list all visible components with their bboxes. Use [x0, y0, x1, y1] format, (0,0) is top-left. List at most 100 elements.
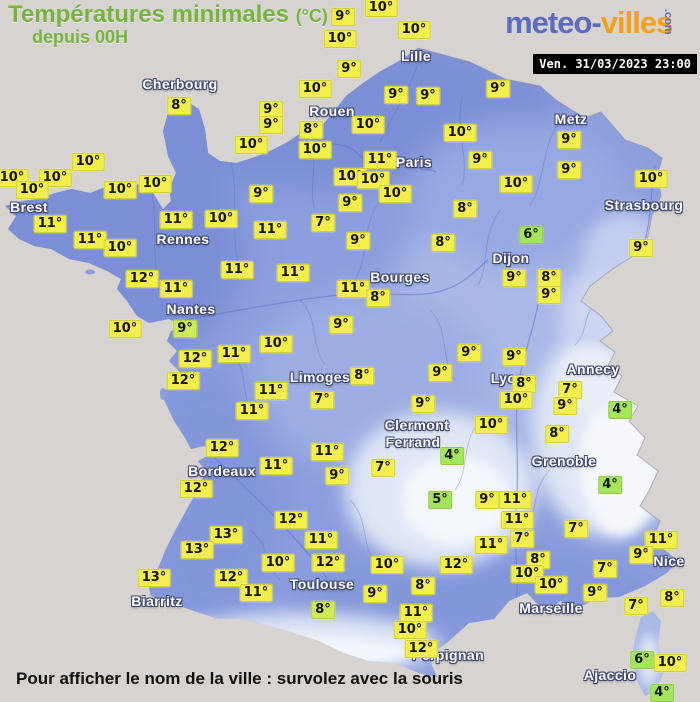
meteo-villes-logo[interactable]: meteo-villes .com: [505, 5, 698, 41]
temp-badge[interactable]: 12°: [404, 640, 438, 658]
temp-badge[interactable]: 9°: [325, 467, 349, 485]
temp-badge[interactable]: 9°: [411, 395, 435, 413]
temp-badge[interactable]: 11°: [159, 211, 193, 229]
temp-badge[interactable]: 9°: [338, 194, 362, 212]
temp-badge[interactable]: 7°: [311, 214, 335, 232]
temp-badge[interactable]: 10°: [378, 185, 412, 203]
temp-badge[interactable]: 10°: [474, 416, 508, 434]
temp-badge[interactable]: 9°: [557, 161, 581, 179]
temp-badge[interactable]: 7°: [564, 520, 588, 538]
temp-badge[interactable]: 9°: [502, 348, 526, 366]
temp-badge[interactable]: 9°: [329, 316, 353, 334]
temp-badge[interactable]: 11°: [276, 264, 310, 282]
temp-badge[interactable]: 11°: [399, 604, 433, 622]
temp-badge[interactable]: 10°: [138, 175, 172, 193]
temp-badge[interactable]: 10°: [323, 30, 357, 48]
temp-badge[interactable]: 7°: [510, 530, 534, 548]
temp-badge[interactable]: 9°: [629, 546, 653, 564]
temp-badge[interactable]: 4°: [598, 476, 622, 494]
temp-badge[interactable]: 10°: [108, 320, 142, 338]
temp-badge[interactable]: 9°: [583, 584, 607, 602]
temp-badge[interactable]: 10°: [499, 175, 533, 193]
temp-badge[interactable]: 12°: [166, 372, 200, 390]
temp-badge[interactable]: 9°: [384, 86, 408, 104]
temp-badge[interactable]: 12°: [214, 569, 248, 587]
temp-badge[interactable]: 10°: [298, 80, 332, 98]
temp-badge[interactable]: 7°: [371, 459, 395, 477]
temp-badge[interactable]: 8°: [512, 375, 536, 393]
temp-badge[interactable]: 11°: [336, 280, 370, 298]
temp-badge[interactable]: 9°: [346, 232, 370, 250]
temp-badge[interactable]: 9°: [629, 239, 653, 257]
temp-badge[interactable]: 9°: [468, 151, 492, 169]
temp-badge[interactable]: 4°: [650, 684, 674, 702]
temp-badge[interactable]: 11°: [259, 457, 293, 475]
temp-badge[interactable]: 6°: [519, 226, 543, 244]
temp-badge[interactable]: 10°: [204, 210, 238, 228]
temp-badge[interactable]: 11°: [304, 531, 338, 549]
temp-badge[interactable]: 7°: [310, 391, 334, 409]
temp-badge[interactable]: 8°: [537, 269, 561, 287]
temp-badge[interactable]: 10°: [356, 171, 390, 189]
temp-badge[interactable]: 9°: [502, 269, 526, 287]
temp-badge[interactable]: 9°: [475, 491, 499, 509]
temp-badge[interactable]: 10°: [397, 21, 431, 39]
temp-badge[interactable]: 9°: [457, 344, 481, 362]
temp-badge[interactable]: 9°: [428, 364, 452, 382]
temp-badge[interactable]: 7°: [624, 597, 648, 615]
temp-badge[interactable]: 10°: [261, 554, 295, 572]
temp-badge[interactable]: 11°: [159, 280, 193, 298]
temp-badge[interactable]: 8°: [411, 577, 435, 595]
temp-badge[interactable]: 10°: [103, 239, 137, 257]
temp-badge[interactable]: 12°: [274, 511, 308, 529]
temp-badge[interactable]: 10°: [634, 170, 668, 188]
temp-badge[interactable]: 11°: [33, 215, 67, 233]
temp-badge[interactable]: 9°: [337, 60, 361, 78]
temp-badge[interactable]: 10°: [370, 556, 404, 574]
temp-badge[interactable]: 10°: [393, 621, 427, 639]
temp-badge[interactable]: 11°: [310, 443, 344, 461]
temp-badge[interactable]: 10°: [234, 136, 268, 154]
temp-badge[interactable]: 9°: [537, 286, 561, 304]
temp-badge[interactable]: 8°: [167, 97, 191, 115]
temp-badge[interactable]: 12°: [311, 554, 345, 572]
temp-badge[interactable]: 9°: [486, 80, 510, 98]
temp-badge[interactable]: 11°: [253, 221, 287, 239]
temp-badge[interactable]: 11°: [498, 491, 532, 509]
temp-badge[interactable]: 10°: [443, 124, 477, 142]
temp-badge[interactable]: 8°: [311, 601, 335, 619]
temp-badge[interactable]: 13°: [137, 569, 171, 587]
temp-badge[interactable]: 9°: [331, 8, 355, 26]
temp-badge[interactable]: 4°: [608, 401, 632, 419]
temp-badge[interactable]: 12°: [179, 480, 213, 498]
temp-badge[interactable]: 12°: [178, 350, 212, 368]
temp-badge[interactable]: 6°: [630, 651, 654, 669]
temp-badge[interactable]: 11°: [254, 382, 288, 400]
temp-badge[interactable]: 9°: [249, 185, 273, 203]
temp-badge[interactable]: 12°: [125, 270, 159, 288]
temp-badge[interactable]: 8°: [660, 589, 684, 607]
temp-badge[interactable]: 10°: [653, 654, 687, 672]
temp-badge[interactable]: 12°: [205, 439, 239, 457]
temp-badge[interactable]: 8°: [431, 234, 455, 252]
temp-badge[interactable]: 11°: [644, 531, 678, 549]
temp-badge[interactable]: 9°: [553, 397, 577, 415]
temp-badge[interactable]: 8°: [453, 200, 477, 218]
temp-badge[interactable]: 9°: [557, 131, 581, 149]
temp-badge[interactable]: 11°: [217, 345, 251, 363]
temp-badge[interactable]: 12°: [439, 556, 473, 574]
temp-badge[interactable]: 13°: [209, 526, 243, 544]
temp-badge[interactable]: 11°: [73, 231, 107, 249]
temp-badge[interactable]: 10°: [298, 141, 332, 159]
temp-badge[interactable]: 7°: [593, 560, 617, 578]
temp-badge[interactable]: 11°: [220, 261, 254, 279]
temp-badge[interactable]: 10°: [103, 181, 137, 199]
temp-badge[interactable]: 13°: [180, 541, 214, 559]
temp-badge[interactable]: 8°: [366, 289, 390, 307]
temp-badge[interactable]: 11°: [500, 511, 534, 529]
temp-badge[interactable]: 8°: [545, 425, 569, 443]
temp-badge[interactable]: 11°: [363, 151, 397, 169]
temp-badge[interactable]: 10°: [364, 0, 398, 17]
temp-badge[interactable]: 4°: [440, 447, 464, 465]
temp-badge[interactable]: 11°: [239, 584, 273, 602]
